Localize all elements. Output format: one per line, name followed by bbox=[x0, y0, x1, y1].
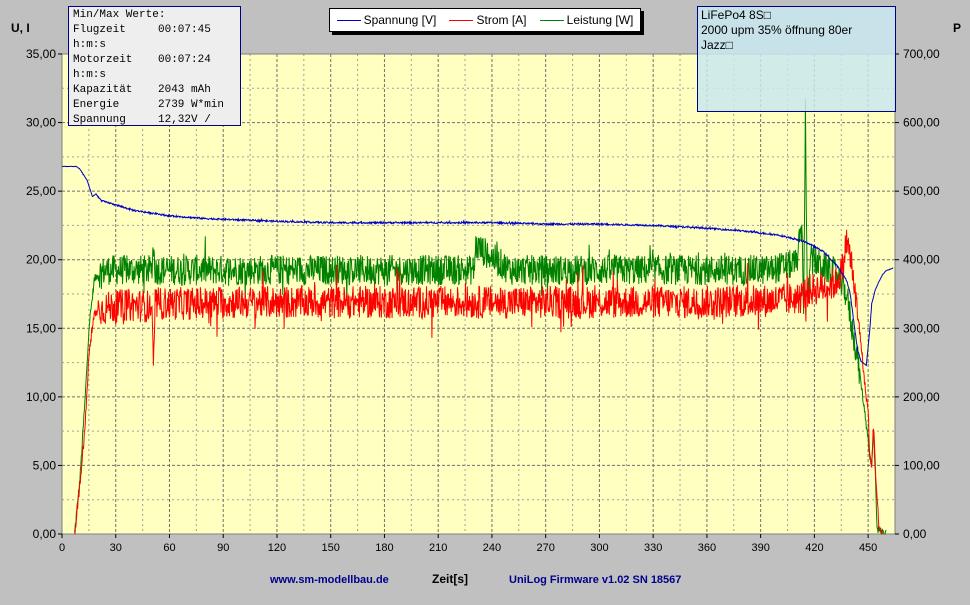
stats-rows: Flugzeit 00:07:45 h:m:s Motorzeit 00:07:24 h:… bbox=[73, 23, 236, 128]
stats-row: Kapazität 2043 mAh bbox=[73, 83, 236, 98]
left-tick-label: 10,00 bbox=[26, 390, 56, 404]
stats-label: h:m:s bbox=[73, 69, 107, 81]
left-tick-label: 0,00 bbox=[33, 527, 57, 541]
legend-swatch bbox=[336, 19, 361, 21]
note-line: 2000 upm 35% öffnung 80er bbox=[701, 23, 853, 37]
legend-label: Spannung [V] bbox=[363, 13, 437, 27]
note-line: Jazz□ bbox=[701, 38, 733, 52]
stats-label: h:m:s bbox=[73, 39, 107, 51]
stats-row: Spannung 12,32V / bbox=[73, 113, 236, 128]
legend-label: Leistung [W] bbox=[566, 13, 634, 27]
left-axis-ticks: 0,00 5,00 10,00 15,00 20,00 25,00 30,00 35,00 bbox=[26, 47, 62, 541]
right-axis-ticks: 0,00 100,00 200,00 300,00 400,00 500,00 600,00… bbox=[895, 47, 940, 541]
left-tick-label: 30,00 bbox=[26, 116, 56, 130]
x-tick-label: 390 bbox=[751, 542, 769, 554]
stats-value: 12,32V / bbox=[158, 114, 211, 126]
stats-value: 00:07:45 bbox=[158, 24, 211, 36]
stats-label: Spannung bbox=[73, 114, 126, 126]
x-tick-label: 330 bbox=[644, 542, 662, 554]
stats-row: h:m:s bbox=[73, 68, 236, 83]
stats-row: Flugzeit 00:07:45 bbox=[73, 23, 236, 38]
footer-firmware: UniLog Firmware v1.02 SN 18567 bbox=[509, 574, 682, 586]
right-tick-label: 700,00 bbox=[903, 47, 940, 61]
left-tick-label: 5,00 bbox=[33, 458, 57, 472]
x-tick-label: 30 bbox=[110, 542, 122, 554]
legend-item-strom: Strom [A] bbox=[449, 13, 527, 27]
chart-legend: Spannung [V] Strom [A] Leistung [W] bbox=[329, 8, 641, 32]
stats-label: Motorzeit bbox=[73, 54, 133, 66]
stats-value: 00:07:24 bbox=[158, 54, 211, 66]
legend-swatch bbox=[449, 19, 474, 21]
x-tick-label: 210 bbox=[429, 542, 447, 554]
series-layer bbox=[61, 98, 894, 535]
right-tick-label: 600,00 bbox=[903, 116, 940, 130]
left-tick-label: 20,00 bbox=[26, 253, 56, 267]
left-tick-label: 25,00 bbox=[26, 184, 56, 198]
x-tick-label: 180 bbox=[375, 542, 393, 554]
legend-label: Strom [A] bbox=[476, 13, 527, 27]
x-tick-label: 120 bbox=[268, 542, 286, 554]
x-tick-label: 90 bbox=[217, 542, 229, 554]
series-line-strom bbox=[74, 229, 883, 535]
x-tick-label: 360 bbox=[698, 542, 716, 554]
x-tick-label: 270 bbox=[536, 542, 554, 554]
stats-value: 2043 mAh bbox=[158, 84, 211, 96]
footer-website: www.sm-modellbau.de bbox=[270, 574, 389, 586]
right-axis-title: P bbox=[953, 21, 962, 35]
series-line-leistung bbox=[74, 98, 887, 535]
x-tick-label: 420 bbox=[805, 542, 823, 554]
stats-row: Motorzeit 00:07:24 bbox=[73, 53, 236, 68]
legend-item-leistung: Leistung [W] bbox=[539, 13, 634, 27]
right-tick-label: 100,00 bbox=[903, 458, 940, 472]
x-tick-label: 0 bbox=[59, 542, 65, 554]
stats-label: Energie bbox=[73, 99, 120, 111]
legend-item-spannung: Spannung [V] bbox=[336, 13, 437, 27]
x-tick-label: 240 bbox=[483, 542, 501, 554]
x-axis-ticks: 0 30 60 90 120 150 180 210 240 270 300 330 360 390 420… bbox=[59, 534, 877, 554]
x-axis-title: Zeit[s] bbox=[432, 572, 468, 586]
stats-title: Min/Max Werte: bbox=[73, 9, 166, 21]
stats-row: Energie 2739 W*min bbox=[73, 98, 236, 113]
legend-swatch bbox=[539, 19, 564, 21]
right-tick-label: 300,00 bbox=[903, 321, 940, 335]
stats-row: h:m:s bbox=[73, 38, 236, 53]
x-tick-label: 60 bbox=[163, 542, 175, 554]
right-tick-label: 500,00 bbox=[903, 184, 940, 198]
right-tick-label: 0,00 bbox=[903, 527, 927, 541]
x-tick-label: 150 bbox=[322, 542, 340, 554]
stats-label: Kapazität bbox=[73, 84, 133, 96]
stats-value: 2739 W*min bbox=[158, 99, 225, 111]
min-max-stats-box: Min/Max Werte: Flugzeit 00:07:45 h:m:s Moto… bbox=[68, 6, 241, 126]
x-tick-label: 300 bbox=[590, 542, 608, 554]
left-tick-label: 15,00 bbox=[26, 321, 56, 335]
note-line: LiFePo4 8S□ bbox=[701, 8, 771, 22]
series-line-spannung bbox=[61, 165, 894, 367]
right-tick-label: 200,00 bbox=[903, 390, 940, 404]
left-axis-title: U, I bbox=[11, 21, 30, 35]
battery-note-box: LiFePo4 8S□ 2000 upm 35% öffnung 80er Ja… bbox=[697, 6, 896, 112]
x-tick-label: 450 bbox=[859, 542, 877, 554]
left-tick-label: 35,00 bbox=[26, 47, 56, 61]
right-tick-label: 400,00 bbox=[903, 253, 940, 267]
stats-label: Flugzeit bbox=[73, 24, 126, 36]
